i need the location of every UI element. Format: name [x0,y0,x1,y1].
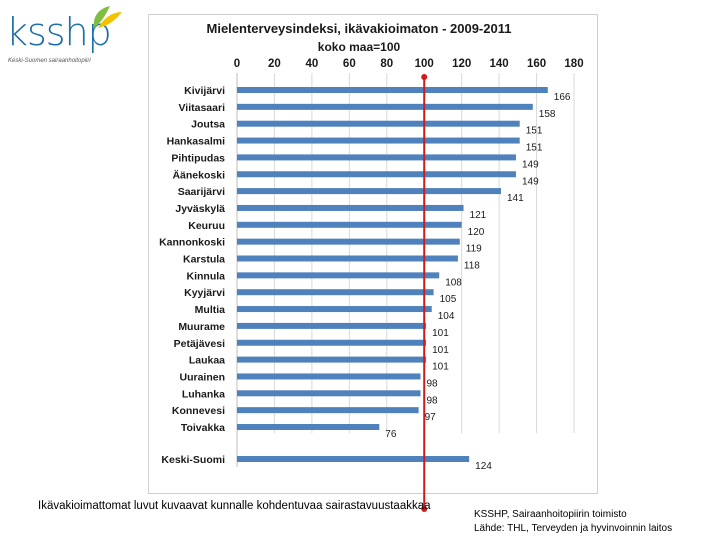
bar [237,390,421,397]
category-label: Luhanka [182,388,225,400]
caption-source-line1: KSSHP, Sairaanhoitopiirin toimisto [474,509,627,520]
caption-note: Ikävakioimattomat luvut kuvaavat kunnall… [38,500,431,512]
category-label: Multia [195,304,225,316]
bar [237,289,434,296]
category-label: Konnevesi [172,405,225,417]
category-label: Karstula [183,254,225,266]
category-label: Muurame [178,321,225,333]
category-label: Kinnula [187,270,226,282]
x-tick-label: 40 [305,58,318,70]
category-label: Toivakka [181,422,225,434]
category-label: Jyväskylä [175,203,225,215]
value-label: 108 [445,277,462,288]
category-label: Kyyjärvi [184,287,225,299]
bar [237,373,421,380]
bar [237,103,533,110]
bar [237,339,427,346]
caption-source: KSSHP, Sairaanhoitopiirin toimisto Lähde… [474,508,672,536]
x-tick-label: 180 [564,58,583,70]
category-label: Viitasaari [178,102,225,114]
bar [237,154,516,161]
logo-wordmark: ksshp [6,10,112,54]
category-label: Äänekoski [172,168,225,181]
chart-frame: Mielenterveysindeksi, ikävakioimaton - 2… [148,14,598,494]
category-label: Laukaa [189,355,225,367]
value-label: 120 [468,227,485,238]
x-tick-label: 60 [343,58,356,70]
leaf-icon [93,6,122,28]
bar [237,272,440,279]
bar [237,120,520,127]
category-label: Hankasalmi [167,136,225,148]
bar [237,456,470,462]
x-tick-label: 140 [490,58,509,70]
bar [237,171,516,178]
value-label: 98 [426,395,438,406]
value-label: 124 [475,461,492,472]
value-label: 119 [466,244,482,255]
category-label: Kivijärvi [184,85,225,97]
value-label: 166 [554,92,571,103]
x-tick-label: 20 [268,58,281,70]
bar [237,204,464,211]
category-label: Pihtipudas [171,152,225,164]
category-label: Keuruu [188,220,225,232]
value-label: 121 [470,210,487,221]
value-label: 118 [464,261,480,272]
ksshp-logo: ksshp Keski-Suomen sairaanhoitopiiri [6,2,126,72]
category-label: Uurainen [179,371,225,383]
chart-title: Mielenterveysindeksi, ikävakioimaton - 2… [207,21,512,36]
value-label: 158 [539,109,556,120]
value-label: 141 [507,193,524,204]
bar [237,424,380,430]
value-label: 101 [432,345,449,356]
bar [237,87,548,93]
category-label: Petäjävesi [174,338,225,350]
value-label: 149 [522,159,539,170]
chart-subtitle: koko maa=100 [318,40,401,54]
category-label: Kannonkoski [159,237,225,249]
value-label: 76 [385,429,397,440]
value-label: 151 [526,143,543,154]
caption-source-line2: Lähde: THL, Terveyden ja hyvinvoinnin la… [474,523,673,534]
bar [237,221,462,228]
bar [237,137,520,144]
value-label: 105 [440,294,457,305]
value-label: 104 [438,311,455,322]
value-label: 101 [432,362,449,373]
value-label: 101 [432,328,449,339]
x-tick-label: 120 [452,58,471,70]
bar [237,255,458,262]
x-tick-label: 80 [380,58,393,70]
x-tick-label: 100 [415,58,434,70]
bar [237,188,501,195]
bar [237,356,427,363]
category-label: Keski-Suomi [161,454,225,466]
bar [237,407,419,414]
value-label: 97 [425,412,437,423]
value-label: 149 [522,176,539,187]
value-label: 98 [426,378,438,389]
logo-subtitle: Keski-Suomen sairaanhoitopiiri [8,58,91,64]
x-tick-label: 0 [234,58,240,70]
value-label: 151 [526,126,543,137]
bar-chart: Mielenterveysindeksi, ikävakioimaton - 2… [159,21,584,472]
category-label: Joutsa [191,119,225,131]
bar [237,238,460,245]
x-tick-label: 160 [527,58,546,70]
bar [237,322,427,329]
bar [237,306,432,313]
category-label: Saarijärvi [178,186,225,198]
